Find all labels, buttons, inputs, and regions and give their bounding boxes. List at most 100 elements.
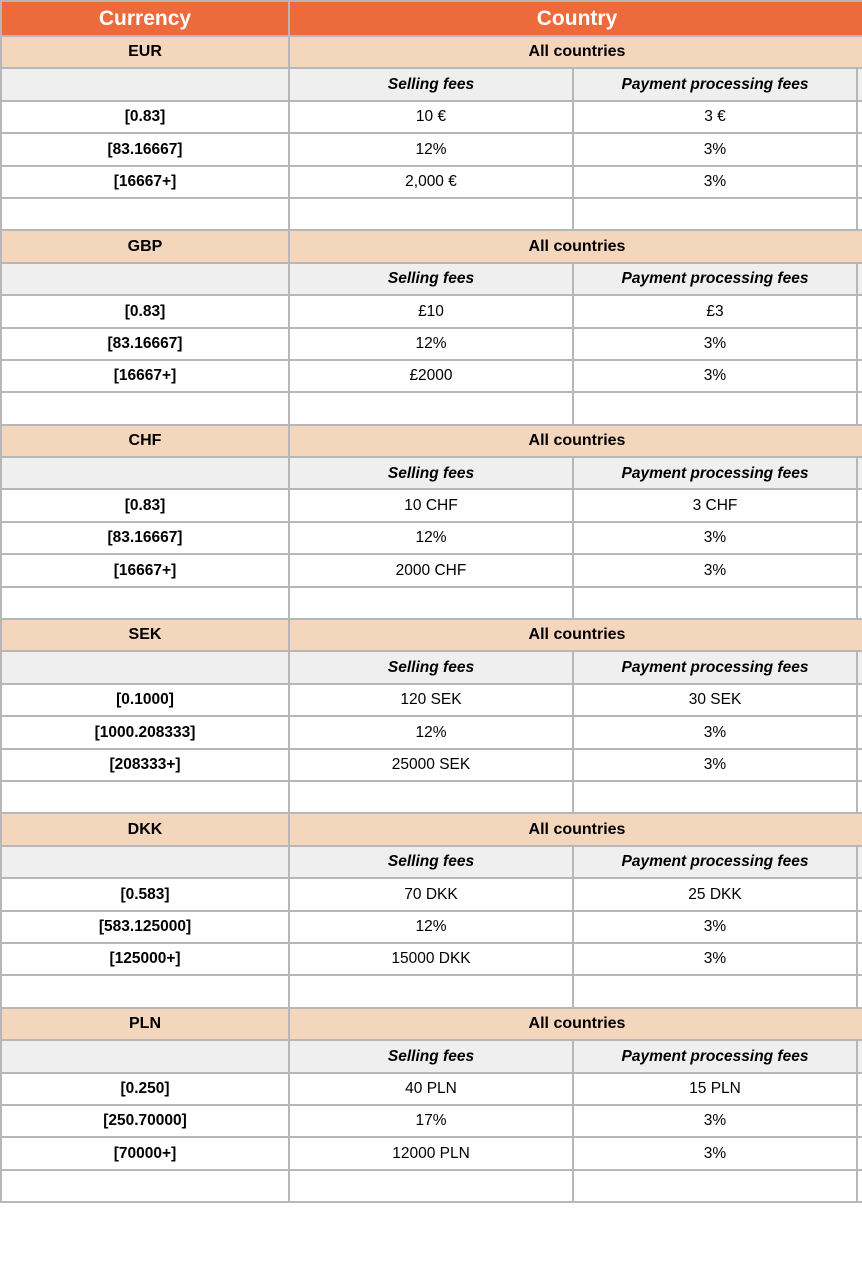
selling-fee-cell: £10 [288, 294, 574, 329]
empty-cell [0, 456, 290, 491]
currency-code-cell: DKK [0, 812, 290, 847]
fee-data-row: [1000.208333] 12% 3% [0, 715, 862, 750]
fees-header-row: Selling fees Payment processing fees [0, 1039, 862, 1074]
spacer-row [0, 974, 862, 1009]
cutoff-column-cell [856, 261, 862, 297]
cutoff-column-cell [856, 132, 862, 167]
country-column-header: Country [288, 0, 862, 37]
currency-code-cell: CHF [0, 423, 290, 459]
cutoff-column-cell [856, 747, 862, 782]
currency-band-row: SEK All countries [0, 618, 862, 653]
payment-fees-header: Payment processing fees [572, 456, 858, 491]
spacer-cell [288, 974, 574, 1009]
payment-fee-cell: 3% [572, 358, 858, 394]
fees-header-row: Selling fees Payment processing fees [0, 456, 862, 491]
payment-fees-header: Payment processing fees [572, 261, 858, 297]
table-header-row: Currency Country [0, 0, 862, 37]
currency-code-cell: SEK [0, 618, 290, 653]
selling-fee-cell: 120 SEK [288, 682, 574, 718]
price-range-cell: [70000+] [0, 1136, 290, 1171]
selling-fee-cell: 12% [288, 520, 574, 556]
selling-fee-cell: 2,000 € [288, 164, 574, 199]
selling-fees-header: Selling fees [288, 650, 574, 685]
selling-fees-header: Selling fees [288, 844, 574, 880]
payment-fee-cell: 3% [572, 941, 858, 977]
currency-band-row: GBP All countries [0, 229, 862, 264]
country-scope-cell: All countries [288, 618, 862, 653]
selling-fee-cell: 12000 PLN [288, 1136, 574, 1171]
cutoff-column-cell [856, 99, 862, 135]
payment-fee-cell: 3% [572, 1136, 858, 1171]
spacer-row [0, 196, 862, 232]
price-range-cell: [16667+] [0, 164, 290, 199]
country-scope-cell: All countries [288, 423, 862, 459]
fee-data-row: [125000+] 15000 DKK 3% [0, 941, 862, 977]
spacer-cell [572, 779, 858, 815]
cutoff-column-cell [856, 941, 862, 977]
currency-band-row: EUR All countries [0, 34, 862, 70]
spacer-row [0, 779, 862, 815]
cutoff-column-cell [856, 520, 862, 556]
fees-header-row: Selling fees Payment processing fees [0, 67, 862, 102]
payment-fee-cell: 3% [572, 164, 858, 199]
country-scope-cell: All countries [288, 34, 862, 70]
cutoff-column-cell [856, 844, 862, 880]
price-range-cell: [83.16667] [0, 520, 290, 556]
payment-fee-cell: 15 PLN [572, 1071, 858, 1106]
payment-fees-header: Payment processing fees [572, 650, 858, 685]
selling-fees-header: Selling fees [288, 456, 574, 491]
price-range-cell: [16667+] [0, 553, 290, 588]
spacer-row [0, 1168, 862, 1204]
fee-data-row: [208333+] 25000 SEK 3% [0, 747, 862, 782]
payment-fees-header: Payment processing fees [572, 1039, 858, 1074]
fee-data-row: [70000+] 12000 PLN 3% [0, 1136, 862, 1171]
cutoff-column-cell [856, 1103, 862, 1139]
selling-fee-cell: 10 € [288, 99, 574, 135]
selling-fee-cell: 12% [288, 715, 574, 750]
empty-cell [0, 1039, 290, 1074]
fee-data-row: [0.250] 40 PLN 15 PLN [0, 1071, 862, 1106]
payment-fee-cell: 3% [572, 326, 858, 361]
cutoff-column-cell [856, 909, 862, 944]
fee-data-row: [83.16667] 12% 3% [0, 326, 862, 361]
price-range-cell: [16667+] [0, 358, 290, 394]
fees-header-row: Selling fees Payment processing fees [0, 261, 862, 297]
price-range-cell: [1000.208333] [0, 715, 290, 750]
spacer-row [0, 585, 862, 621]
price-range-cell: [0.83] [0, 294, 290, 329]
fee-data-row: [83.16667] 12% 3% [0, 520, 862, 556]
price-range-cell: [125000+] [0, 941, 290, 977]
currency-band-row: DKK All countries [0, 812, 862, 847]
cutoff-column-cell [856, 358, 862, 394]
currency-code-cell: EUR [0, 34, 290, 70]
spacer-row [0, 391, 862, 426]
cutoff-column-cell [856, 456, 862, 491]
currency-band-row: PLN All countries [0, 1006, 862, 1042]
selling-fee-cell: 10 CHF [288, 488, 574, 523]
country-scope-cell: All countries [288, 812, 862, 847]
cutoff-column-cell [856, 585, 862, 621]
spacer-cell [0, 1168, 290, 1204]
cutoff-column-cell [856, 196, 862, 232]
price-range-cell: [583.125000] [0, 909, 290, 944]
selling-fee-cell: 12% [288, 326, 574, 361]
spacer-cell [288, 196, 574, 232]
spacer-cell [572, 391, 858, 426]
payment-fee-cell: 3 CHF [572, 488, 858, 523]
payment-fee-cell: 3% [572, 909, 858, 944]
price-range-cell: [83.16667] [0, 326, 290, 361]
payment-fee-cell: 25 DKK [572, 877, 858, 912]
price-range-cell: [0.1000] [0, 682, 290, 718]
currency-column-header: Currency [0, 0, 290, 37]
empty-cell [0, 844, 290, 880]
spacer-cell [288, 1168, 574, 1204]
spacer-cell [0, 779, 290, 815]
selling-fees-header: Selling fees [288, 67, 574, 102]
selling-fee-cell: 12% [288, 909, 574, 944]
currency-fees-table: Currency Country EUR All countries Selli… [0, 0, 862, 1204]
country-scope-cell: All countries [288, 1006, 862, 1042]
payment-fees-header: Payment processing fees [572, 67, 858, 102]
payment-fee-cell: 3% [572, 553, 858, 588]
price-range-cell: [0.583] [0, 877, 290, 912]
cutoff-column-cell [856, 682, 862, 718]
